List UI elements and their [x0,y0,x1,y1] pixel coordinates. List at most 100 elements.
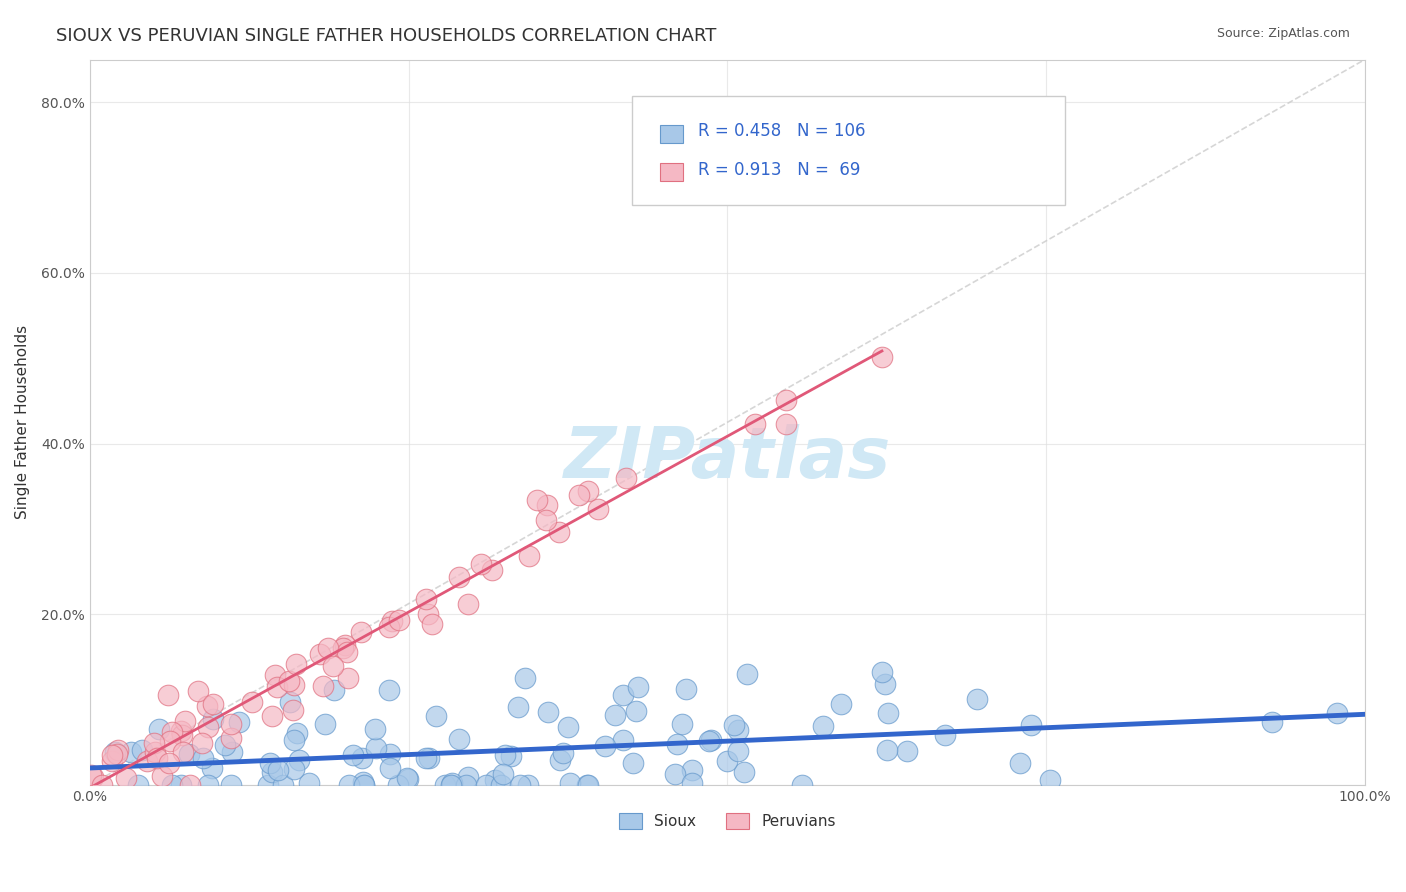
Point [576,484,599,499]
Point [278,673,301,688]
Point [285,657,308,671]
Point [470,558,492,572]
Point [353,778,375,792]
Point [626,704,648,718]
Point [475,778,498,792]
Point [723,718,745,732]
Point [387,778,409,792]
Point [499,748,522,763]
Point [664,767,686,781]
Point [107,743,129,757]
Point [415,751,437,765]
Point [733,765,755,780]
Point [337,778,360,792]
Point [381,614,404,628]
Point [534,513,557,527]
Point [586,502,609,516]
Point [333,638,356,652]
Point [378,620,401,634]
Point [612,688,634,702]
Point [727,723,749,738]
Point [197,721,219,735]
Point [896,744,918,758]
Point [283,732,305,747]
Point [283,702,305,716]
Point [492,767,515,781]
Point [150,769,173,783]
Point [143,745,166,759]
Point [671,716,693,731]
Point [1326,706,1348,720]
Point [101,747,124,762]
Point [568,487,591,501]
Point [105,747,128,762]
Point [170,724,193,739]
Point [316,641,339,656]
Point [283,678,305,692]
Point [312,679,335,693]
Point [264,668,287,682]
Point [267,764,290,778]
Point [214,738,236,752]
Point [418,751,440,765]
Point [830,697,852,711]
Point [228,714,250,729]
Point [262,764,284,779]
Point [457,597,479,611]
Point [388,613,411,627]
Point [266,680,288,694]
Point [395,772,418,786]
Point [509,778,531,792]
Point [1019,718,1042,732]
Text: Source: ZipAtlas.com: Source: ZipAtlas.com [1216,27,1350,40]
Point [353,778,375,792]
Point [441,776,464,790]
Point [240,694,263,708]
FancyBboxPatch shape [659,163,683,181]
Point [456,778,478,792]
Point [259,756,281,770]
Point [157,756,180,770]
Point [612,733,634,747]
Point [202,712,225,726]
Point [221,745,243,759]
Point [221,778,243,792]
Point [875,677,897,691]
Point [481,563,503,577]
Point [513,672,536,686]
Point [516,778,538,792]
Point [350,624,373,639]
Point [966,692,988,706]
Point [143,736,166,750]
Point [491,778,513,792]
Point [872,665,894,679]
Point [716,754,738,768]
Point [159,734,181,748]
Point [526,492,548,507]
Point [665,737,688,751]
Point [148,723,170,737]
Point [744,417,766,431]
Point [621,756,644,770]
Point [173,745,195,759]
Point [603,708,626,723]
Point [378,761,401,775]
Point [576,778,599,792]
Point [536,498,558,512]
Legend: Sioux, Peruvians: Sioux, Peruvians [613,807,842,836]
Point [201,761,224,775]
Point [494,748,516,763]
Point [548,525,571,540]
Point [179,778,201,792]
Point [336,671,359,685]
Point [104,745,127,759]
Point [440,778,463,792]
Point [775,417,797,431]
Point [160,725,183,739]
Point [484,773,506,788]
Point [271,778,294,792]
Point [517,549,540,563]
Point [309,648,332,662]
Point [202,697,225,711]
Point [285,725,308,739]
